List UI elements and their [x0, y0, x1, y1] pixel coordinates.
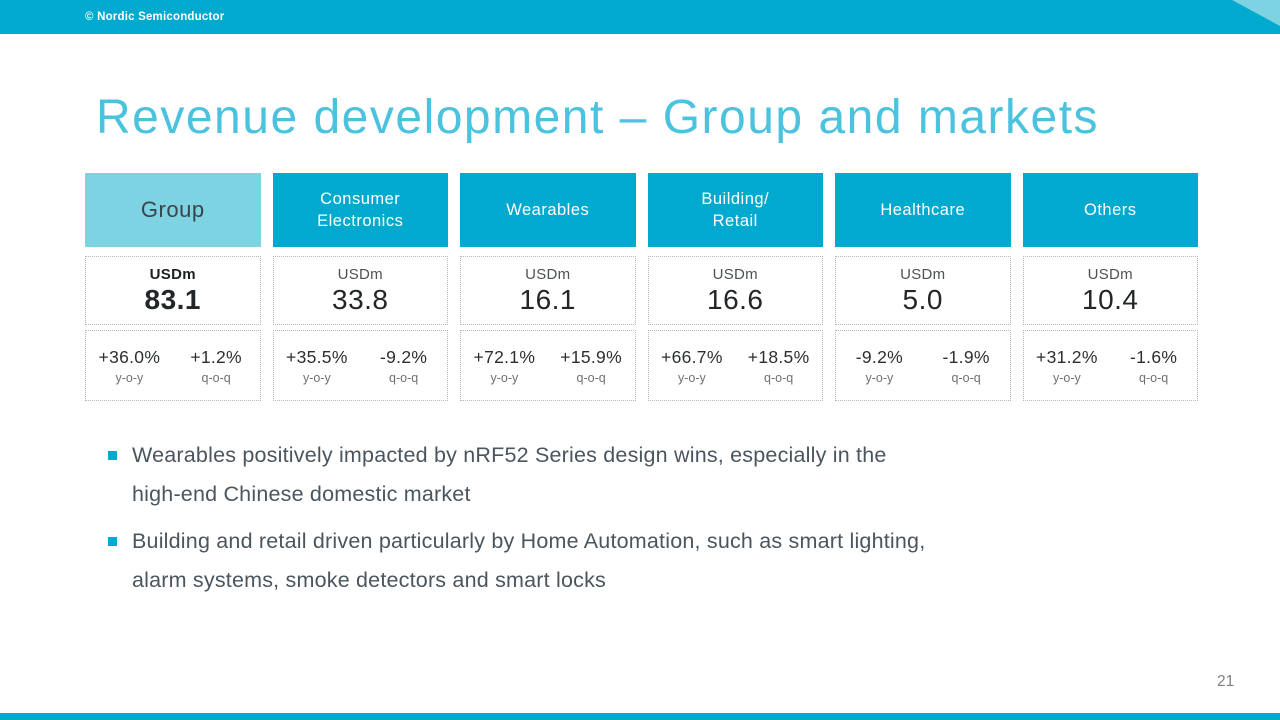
bottom-brand-bar — [0, 713, 1280, 720]
value-box: USDm 10.4 — [1022, 256, 1198, 325]
column-consumer-electronics: Consumer Electronics USDm 33.8 +35.5% y-… — [272, 173, 448, 401]
yoy-value: +31.2% — [1036, 346, 1098, 367]
qoq-cell: +18.5% q-o-q — [735, 331, 822, 400]
yoy-label: y-o-y — [490, 370, 519, 385]
column-others: Others USDm 10.4 +31.2% y-o-y -1.6% q-o-… — [1022, 173, 1198, 401]
bullet-square-icon — [108, 537, 117, 546]
yoy-value: +35.5% — [286, 346, 348, 367]
unit-label: USDm — [525, 265, 571, 283]
qoq-label: q-o-q — [576, 370, 606, 385]
growth-box: +66.7% y-o-y +18.5% q-o-q — [647, 330, 823, 401]
column-header: Wearables — [460, 173, 636, 247]
growth-box: +35.5% y-o-y -9.2% q-o-q — [272, 330, 448, 401]
qoq-cell: -1.9% q-o-q — [923, 331, 1010, 400]
top-brand-bar: © Nordic Semiconductor — [0, 0, 1280, 34]
unit-label: USDm — [900, 265, 946, 283]
qoq-value: +1.2% — [190, 346, 242, 367]
list-item: Building and retail driven particularly … — [108, 522, 1183, 600]
yoy-cell: +36.0% y-o-y — [86, 331, 173, 400]
column-header: Healthcare — [835, 173, 1011, 247]
column-header: Consumer Electronics — [272, 173, 448, 247]
yoy-cell: -9.2% y-o-y — [836, 331, 923, 400]
yoy-cell: +72.1% y-o-y — [461, 331, 548, 400]
column-header: Others — [1022, 173, 1198, 247]
growth-box: -9.2% y-o-y -1.9% q-o-q — [835, 330, 1011, 401]
column-group: Group USDm 83.1 +36.0% y-o-y +1.2% q-o-q — [85, 173, 261, 401]
yoy-label: y-o-y — [865, 370, 894, 385]
value-box: USDm 16.1 — [460, 256, 636, 325]
yoy-value: -9.2% — [855, 346, 903, 367]
revenue-value: 16.1 — [519, 283, 576, 315]
copyright-text: © Nordic Semiconductor — [85, 11, 225, 23]
page-number: 21 — [1217, 673, 1235, 690]
qoq-cell: -9.2% q-o-q — [360, 331, 447, 400]
yoy-cell: +66.7% y-o-y — [649, 331, 736, 400]
qoq-label: q-o-q — [1139, 370, 1169, 385]
qoq-label: q-o-q — [764, 370, 794, 385]
qoq-label: q-o-q — [389, 370, 419, 385]
yoy-cell: +35.5% y-o-y — [274, 331, 361, 400]
bullet-list: Wearables positively impacted by nRF52 S… — [108, 436, 1183, 608]
growth-box: +31.2% y-o-y -1.6% q-o-q — [1022, 330, 1198, 401]
column-healthcare: Healthcare USDm 5.0 -9.2% y-o-y -1.9% q-… — [835, 173, 1011, 401]
yoy-value: +66.7% — [661, 346, 723, 367]
growth-box: +72.1% y-o-y +15.9% q-o-q — [460, 330, 636, 401]
bullet-square-icon — [108, 451, 117, 460]
qoq-label: q-o-q — [201, 370, 231, 385]
revenue-value: 16.6 — [707, 283, 764, 315]
revenue-value: 5.0 — [902, 283, 943, 315]
bullet-text: Wearables positively impacted by nRF52 S… — [132, 443, 887, 506]
revenue-value: 83.1 — [144, 283, 201, 315]
growth-box: +36.0% y-o-y +1.2% q-o-q — [85, 330, 261, 401]
qoq-value: -1.9% — [942, 346, 990, 367]
page-title: Revenue development – Group and markets — [96, 91, 1100, 144]
value-box: USDm 5.0 — [835, 256, 1011, 325]
value-box: USDm 33.8 — [272, 256, 448, 325]
revenue-table: Group USDm 83.1 +36.0% y-o-y +1.2% q-o-q… — [85, 173, 1198, 401]
column-wearables: Wearables USDm 16.1 +72.1% y-o-y +15.9% … — [460, 173, 636, 401]
unit-label: USDm — [149, 265, 196, 283]
yoy-label: y-o-y — [677, 370, 706, 385]
bullet-text: Building and retail driven particularly … — [132, 529, 926, 592]
revenue-value: 33.8 — [332, 283, 389, 315]
value-box: USDm 16.6 — [647, 256, 823, 325]
qoq-cell: +1.2% q-o-q — [173, 331, 260, 400]
qoq-cell: -1.6% q-o-q — [1110, 331, 1197, 400]
unit-label: USDm — [337, 265, 383, 283]
yoy-label: y-o-y — [1052, 370, 1081, 385]
qoq-label: q-o-q — [951, 370, 981, 385]
yoy-cell: +31.2% y-o-y — [1024, 331, 1111, 400]
value-box: USDm 83.1 — [85, 256, 261, 325]
yoy-value: +72.1% — [473, 346, 536, 367]
qoq-value: -1.6% — [1130, 346, 1178, 367]
unit-label: USDm — [1087, 265, 1133, 283]
qoq-value: +18.5% — [747, 346, 810, 367]
qoq-value: +15.9% — [560, 346, 622, 367]
unit-label: USDm — [712, 265, 758, 283]
revenue-value: 10.4 — [1082, 283, 1139, 315]
column-header: Group — [85, 173, 261, 247]
yoy-label: y-o-y — [302, 370, 331, 385]
list-item: Wearables positively impacted by nRF52 S… — [108, 436, 1183, 514]
yoy-label: y-o-y — [115, 370, 144, 385]
qoq-cell: +15.9% q-o-q — [548, 331, 635, 400]
yoy-value: +36.0% — [98, 346, 161, 367]
qoq-value: -9.2% — [380, 346, 428, 367]
column-header: Building/ Retail — [647, 173, 823, 247]
column-building-retail: Building/ Retail USDm 16.6 +66.7% y-o-y … — [647, 173, 823, 401]
